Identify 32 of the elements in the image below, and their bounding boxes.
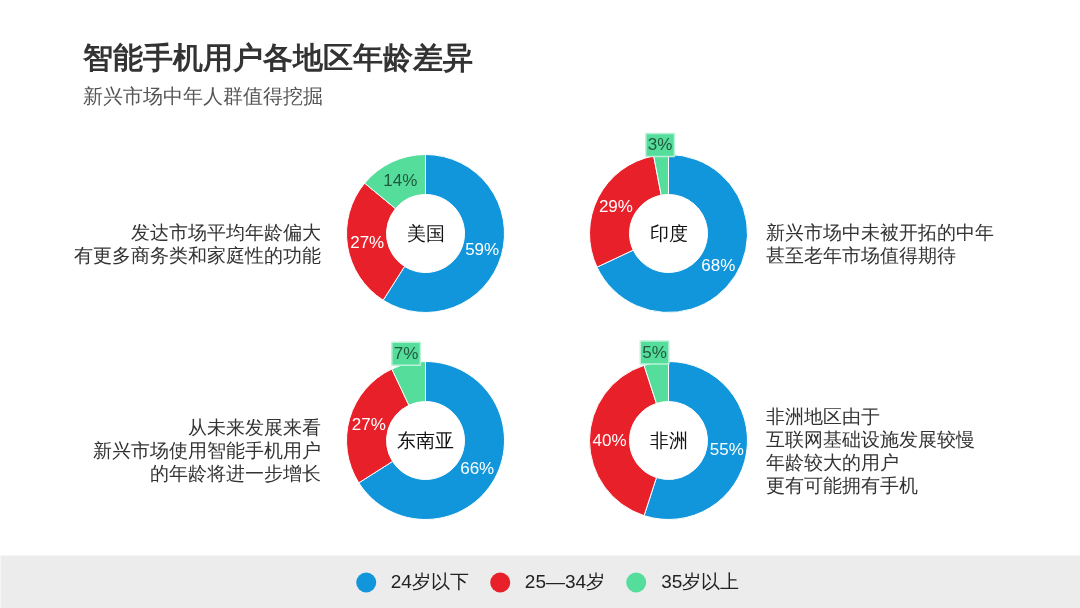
data-label: 55% — [709, 440, 744, 460]
legend-label: 25—34岁 — [524, 569, 606, 594]
text: 互联网基础设施发展较慢 — [765, 428, 975, 450]
text: 的年龄将进一步增长 — [149, 463, 321, 484]
data-label: 7% — [393, 344, 419, 364]
text: 年龄较大的用户 — [765, 451, 899, 473]
text: 美国 — [406, 223, 445, 244]
text: 智能手机用户各地区年龄差异 — [81, 41, 473, 74]
data-label: 5% — [642, 343, 667, 363]
text: 从未来发展来看 — [187, 417, 321, 438]
data-label: 27% — [351, 414, 386, 434]
text: 更有可能拥有手机 — [765, 474, 918, 496]
text: 非洲 — [649, 430, 688, 451]
text: 有更多商务类和家庭性的功能 — [73, 244, 321, 266]
data-label: 66% — [460, 459, 495, 479]
data-label: 59% — [465, 240, 500, 260]
text: 东南亚 — [397, 430, 454, 451]
data-label: 68% — [701, 255, 736, 275]
data-label: 27% — [350, 233, 385, 253]
text: 新兴市场使用智能手机用户 — [92, 440, 321, 461]
data-label: 40% — [592, 431, 627, 450]
legend-label: 35岁以上 — [661, 569, 740, 594]
text: 印度 — [649, 223, 688, 244]
legend-label: 24岁以下 — [390, 569, 469, 594]
text: 新兴市场中未被开拓的中年 — [765, 221, 994, 243]
data-label: 3% — [647, 135, 673, 155]
data-label: 29% — [598, 197, 633, 217]
text: 非洲地区由于 — [765, 405, 880, 427]
text: 新兴市场中年人群值得挖掘 — [82, 84, 323, 107]
text: 发达市场平均年龄偏大 — [130, 221, 321, 243]
text: 甚至老年市场值得期待 — [765, 244, 956, 266]
data-label: 14% — [383, 170, 418, 190]
